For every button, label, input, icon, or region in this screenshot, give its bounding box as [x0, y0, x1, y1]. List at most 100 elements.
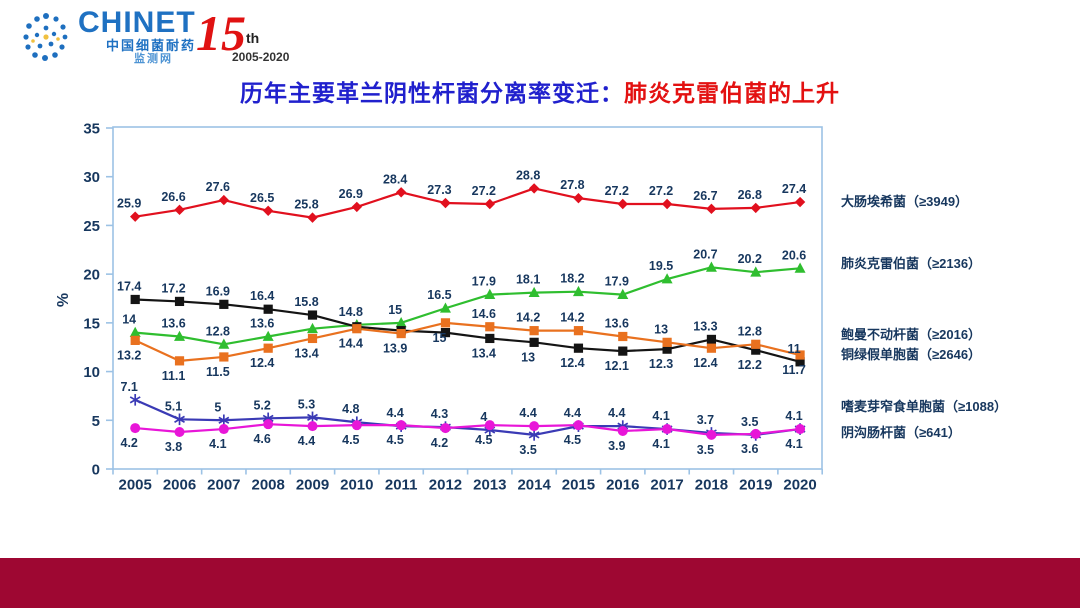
marker-p-aeruginosa [795, 350, 805, 360]
data-label-p-aeruginosa: 13.2 [117, 348, 141, 362]
marker-e-coli [794, 196, 806, 208]
marker-k-pneumoniae [307, 322, 318, 334]
marker-k-pneumoniae [528, 286, 540, 298]
data-label-e-cloacae: 4.1 [785, 437, 802, 451]
marker-k-pneumoniae [705, 261, 717, 272]
data-label-a-baumannii: 16.9 [206, 284, 230, 298]
marker-e-cloacae [174, 426, 185, 437]
marker-p-aeruginosa [440, 318, 451, 328]
data-label-e-coli: 27.3 [427, 183, 451, 197]
legend-label-a-baumannii: 鲍曼不动杆菌（≥2016） [841, 327, 981, 342]
data-label-e-cloacae: 3.8 [165, 440, 182, 454]
bottom-decor-bar [0, 558, 1080, 608]
marker-a-baumannii [573, 343, 584, 353]
marker-e-cloacae [750, 428, 761, 439]
data-label-k-pneumoniae: 17.9 [605, 275, 629, 289]
marker-s-maltophilia [528, 431, 540, 439]
data-label-e-coli: 25.8 [294, 198, 318, 212]
marker-e-coli [617, 198, 628, 210]
data-label-e-coli: 25.9 [117, 197, 141, 211]
marker-k-pneumoniae [174, 330, 186, 341]
y-axis-tick-label: 35 [83, 120, 100, 137]
legend-label-s-maltophilia: 嗜麦芽窄食单胞菌（≥1088） [841, 399, 1007, 414]
marker-e-coli [351, 201, 363, 213]
data-label-p-aeruginosa: 12.4 [693, 356, 717, 370]
marker-p-aeruginosa [396, 328, 406, 339]
data-label-a-baumannii: 12.3 [649, 357, 673, 371]
x-axis-label: 2018 [695, 477, 728, 494]
data-label-e-cloacae: 4.4 [298, 434, 315, 448]
y-axis-title: % [55, 293, 72, 307]
data-label-e-coli: 26.6 [161, 190, 185, 204]
data-label-p-aeruginosa: 13.9 [383, 342, 407, 356]
marker-p-aeruginosa [529, 326, 539, 336]
data-label-k-pneumoniae: 15 [388, 303, 402, 317]
marker-k-pneumoniae [218, 338, 230, 349]
data-label-p-aeruginosa: 11.7 [782, 363, 806, 377]
data-label-a-baumannii: 17.4 [117, 279, 141, 293]
marker-s-maltophilia [129, 396, 141, 404]
legend-label-p-aeruginosa: 铜绿假单胞菌（≥2646） [840, 347, 981, 362]
marker-a-baumannii [529, 337, 539, 347]
data-label-s-maltophilia: 4.4 [386, 406, 403, 420]
data-label-s-maltophilia: 5.2 [253, 398, 270, 412]
marker-a-baumannii [706, 334, 717, 345]
x-axis-label: 2005 [119, 477, 152, 494]
anniversary-number: 15 [196, 5, 246, 61]
marker-k-pneumoniae [750, 266, 762, 277]
data-label-s-maltophilia: 5.3 [298, 397, 315, 411]
data-label-s-maltophilia: 4.1 [652, 409, 669, 423]
data-label-a-baumannii: 16.4 [250, 289, 274, 303]
data-label-k-pneumoniae: 12.8 [206, 324, 230, 338]
x-axis-label: 2020 [783, 477, 816, 494]
marker-e-cloacae [617, 426, 628, 437]
data-label-e-cloacae: 4.2 [121, 436, 138, 450]
marker-k-pneumoniae [262, 330, 274, 341]
marker-s-maltophilia [218, 416, 230, 424]
data-label-e-cloacae: 4.6 [253, 432, 270, 446]
chinet-logo-icon [23, 13, 68, 61]
x-axis-label: 2012 [429, 477, 462, 494]
data-label-e-coli: 26.9 [339, 187, 363, 201]
marker-e-coli [750, 202, 761, 214]
data-label-e-coli: 27.6 [206, 180, 230, 194]
data-label-s-maltophilia: 7.1 [121, 380, 138, 394]
data-label-p-aeruginosa: 13 [654, 322, 668, 336]
data-label-k-pneumoniae: 20.7 [693, 247, 717, 261]
data-label-k-pneumoniae: 18.1 [516, 273, 540, 287]
data-label-k-pneumoniae: 20.6 [782, 248, 806, 262]
marker-e-cloacae [263, 419, 274, 430]
marker-a-baumannii [485, 333, 495, 344]
marker-k-pneumoniae [794, 262, 806, 273]
marker-e-cloacae [529, 421, 540, 432]
marker-e-cloacae [396, 420, 407, 431]
data-label-k-pneumoniae: 14.8 [339, 305, 363, 319]
y-axis-tick-label: 0 [92, 462, 100, 479]
marker-p-aeruginosa [751, 339, 761, 349]
data-label-p-aeruginosa: 14.2 [560, 311, 584, 325]
data-label-a-baumannii: 12.1 [605, 359, 629, 373]
data-label-p-aeruginosa: 14.4 [339, 337, 363, 351]
marker-p-aeruginosa [573, 326, 584, 336]
data-label-a-baumannii: 13.4 [472, 346, 496, 360]
data-label-a-baumannii: 11 [787, 342, 800, 356]
marker-e-coli [484, 198, 495, 210]
marker-e-cloacae [218, 424, 229, 435]
marker-e-coli [528, 183, 540, 194]
data-label-s-maltophilia: 3.7 [697, 413, 714, 427]
data-label-s-maltophilia: 4.3 [431, 407, 448, 421]
data-label-k-pneumoniae: 19.5 [649, 259, 673, 273]
data-label-e-cloacae: 4.5 [564, 433, 581, 447]
marker-a-baumannii [130, 294, 140, 305]
data-label-s-maltophilia: 4.8 [342, 402, 359, 416]
data-label-e-coli: 27.2 [472, 184, 496, 198]
data-label-e-coli: 28.4 [383, 172, 407, 186]
x-axis-label: 2015 [562, 477, 595, 494]
marker-k-pneumoniae [661, 273, 673, 284]
marker-a-baumannii [618, 346, 628, 356]
data-label-e-coli: 27.2 [649, 184, 673, 198]
marker-e-coli [573, 192, 584, 204]
legend-label-k-pneumoniae: 肺炎克雷伯菌（≥2136） [841, 256, 981, 271]
marker-k-pneumoniae [617, 288, 629, 300]
marker-p-aeruginosa [130, 335, 140, 345]
